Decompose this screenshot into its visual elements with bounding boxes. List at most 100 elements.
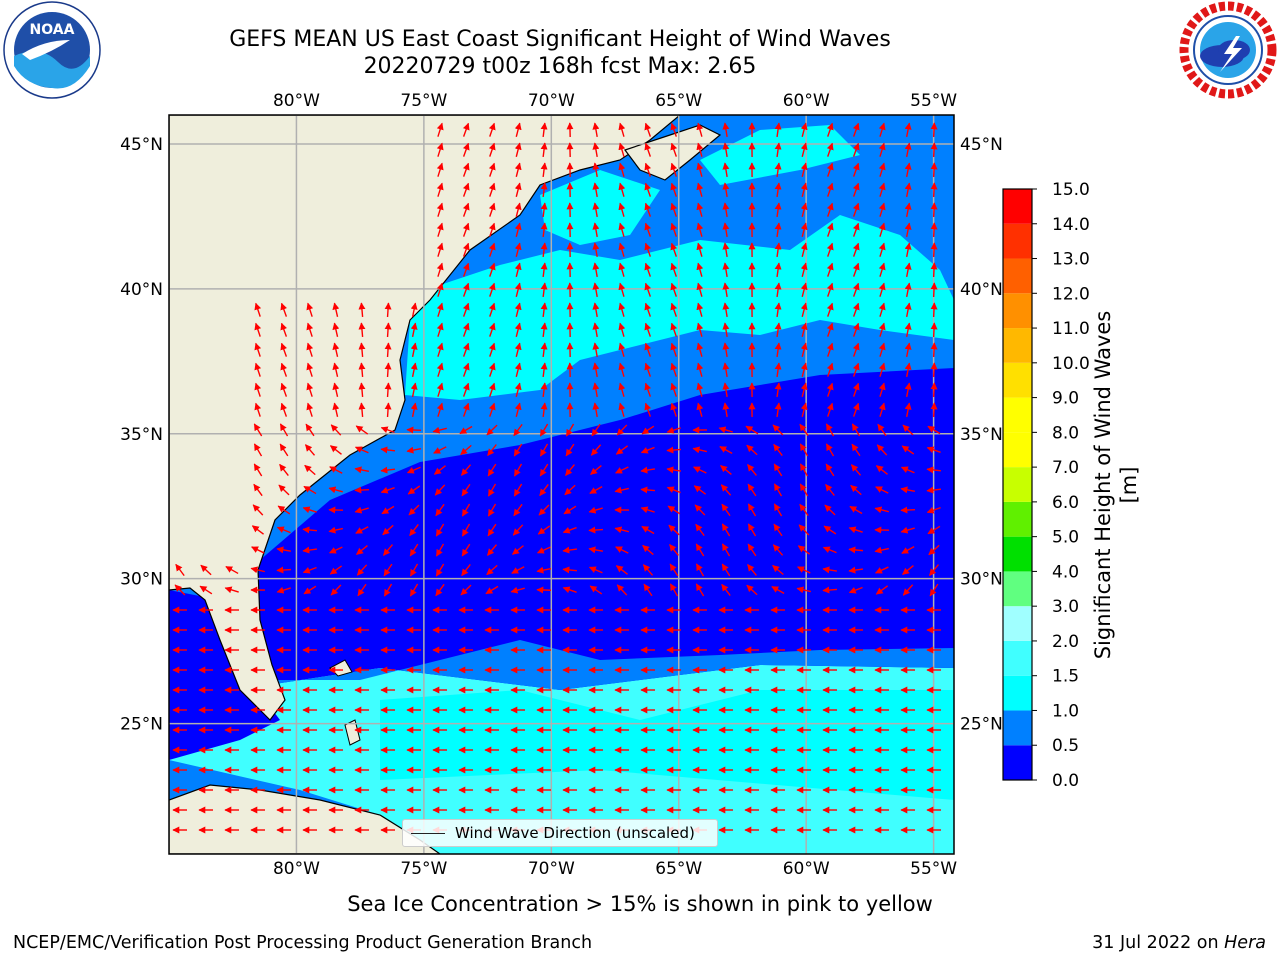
wind-arrow bbox=[618, 302, 626, 317]
wind-arrow bbox=[669, 583, 679, 597]
colorbar-tick-label: 12.0 bbox=[1052, 284, 1090, 304]
wind-arrow bbox=[618, 342, 626, 357]
wind-arrow bbox=[254, 342, 262, 357]
wind-arrow bbox=[826, 202, 834, 217]
wind-arrow bbox=[722, 222, 730, 238]
wind-arrow bbox=[722, 162, 730, 178]
arrow-legend: Wind Wave Direction (unscaled) bbox=[402, 819, 718, 847]
wind-arrow bbox=[928, 544, 940, 556]
wind-arrow bbox=[747, 523, 757, 537]
footer-credit: NCEP/EMC/Verification Post Processing Pr… bbox=[13, 933, 593, 953]
wind-arrow bbox=[851, 423, 861, 437]
wind-arrow bbox=[644, 202, 652, 217]
wind-arrow bbox=[618, 222, 626, 237]
wind-arrow bbox=[410, 402, 418, 417]
wind-arrow bbox=[852, 402, 860, 417]
wind-arrow bbox=[670, 322, 678, 337]
wind-arrow bbox=[486, 564, 498, 576]
wind-arrow bbox=[826, 222, 834, 237]
wind-arrow bbox=[721, 523, 731, 537]
wind-arrow bbox=[670, 302, 678, 317]
lon-label-top: 75°W bbox=[400, 91, 447, 111]
wind-arrow bbox=[332, 382, 340, 397]
wind-arrow bbox=[826, 262, 834, 277]
wind-arrow bbox=[878, 322, 886, 337]
wind-arrow bbox=[614, 526, 629, 534]
wind-arrow bbox=[462, 322, 470, 337]
wind-arrow bbox=[618, 162, 626, 177]
colorbar-tick-label: 14.0 bbox=[1052, 215, 1090, 235]
wind-arrow bbox=[875, 465, 888, 475]
wind-arrow bbox=[930, 322, 938, 338]
wind-arrow bbox=[540, 402, 548, 418]
wind-arrow bbox=[357, 583, 367, 597]
wind-arrow bbox=[462, 202, 470, 217]
colorbar-tick-label: 9.0 bbox=[1052, 389, 1079, 409]
wind-arrow bbox=[436, 362, 444, 377]
wind-arrow bbox=[850, 484, 862, 496]
wind-arrow bbox=[487, 444, 497, 457]
wind-arrow bbox=[747, 464, 757, 476]
wind-arrow bbox=[332, 402, 340, 417]
wind-arrow bbox=[644, 162, 652, 177]
wind-arrow bbox=[849, 505, 863, 515]
wind-arrow bbox=[696, 162, 704, 177]
wind-arrow bbox=[462, 402, 470, 417]
wind-arrow bbox=[514, 302, 522, 317]
wind-arrow bbox=[878, 402, 886, 417]
colorbar-tick-label: 15.0 bbox=[1052, 180, 1090, 200]
wind-arrow bbox=[745, 425, 759, 435]
wind-arrow bbox=[304, 464, 316, 476]
wind-arrow bbox=[253, 443, 263, 457]
wind-arrow bbox=[436, 302, 444, 317]
colorbar-tick-label: 13.0 bbox=[1052, 250, 1090, 270]
wind-arrow bbox=[670, 202, 678, 217]
wind-arrow bbox=[616, 424, 628, 436]
wind-arrow bbox=[250, 566, 265, 574]
wind-arrow bbox=[642, 564, 654, 576]
wind-arrow bbox=[488, 402, 496, 417]
lat-label-right: 40°N bbox=[960, 280, 1003, 300]
wind-arrow bbox=[381, 505, 395, 515]
wind-arrow bbox=[930, 382, 938, 398]
wind-arrow bbox=[540, 222, 548, 238]
wind-arrow bbox=[588, 526, 604, 534]
wind-arrow bbox=[900, 526, 915, 534]
wind-arrow bbox=[696, 182, 704, 197]
wind-arrow bbox=[514, 342, 522, 357]
colorbar-segment bbox=[1003, 467, 1032, 502]
wind-arrow bbox=[800, 142, 808, 157]
wind-arrow bbox=[693, 485, 707, 495]
wind-arrow bbox=[929, 564, 939, 576]
wind-arrow bbox=[358, 322, 366, 338]
lon-label-top: 70°W bbox=[528, 91, 575, 111]
colorbar-tick-label: 3.0 bbox=[1052, 597, 1079, 617]
sea-ice-note: Sea Ice Concentration > 15% is shown in … bbox=[347, 892, 933, 916]
wind-arrow bbox=[406, 446, 422, 454]
wind-arrow bbox=[254, 302, 262, 317]
wind-arrow bbox=[436, 222, 444, 237]
wind-arrow bbox=[461, 564, 471, 577]
wind-arrow bbox=[719, 446, 733, 454]
wind-arrow bbox=[380, 486, 395, 494]
colorbar-segment bbox=[1003, 328, 1032, 363]
wind-arrow bbox=[254, 382, 262, 397]
colorbar-tick-label: 7.0 bbox=[1052, 458, 1079, 478]
wind-arrow bbox=[588, 546, 604, 554]
wind-arrow bbox=[280, 342, 288, 357]
wind-arrow bbox=[487, 523, 497, 537]
wind-arrow bbox=[462, 282, 470, 297]
wind-arrow bbox=[904, 302, 912, 318]
wind-arrow bbox=[540, 282, 548, 298]
wind-arrow bbox=[878, 362, 886, 377]
lon-label-top: 65°W bbox=[655, 91, 702, 111]
wind-arrow bbox=[306, 322, 314, 337]
wind-arrow bbox=[822, 566, 838, 574]
wind-arrow bbox=[487, 483, 497, 497]
colorbar-tick-label: 2.0 bbox=[1052, 632, 1079, 652]
wind-arrow bbox=[618, 322, 626, 337]
wind-arrow bbox=[694, 504, 706, 516]
wind-arrow bbox=[409, 543, 419, 557]
wind-arrow bbox=[852, 382, 860, 397]
wind-arrow bbox=[696, 142, 704, 157]
